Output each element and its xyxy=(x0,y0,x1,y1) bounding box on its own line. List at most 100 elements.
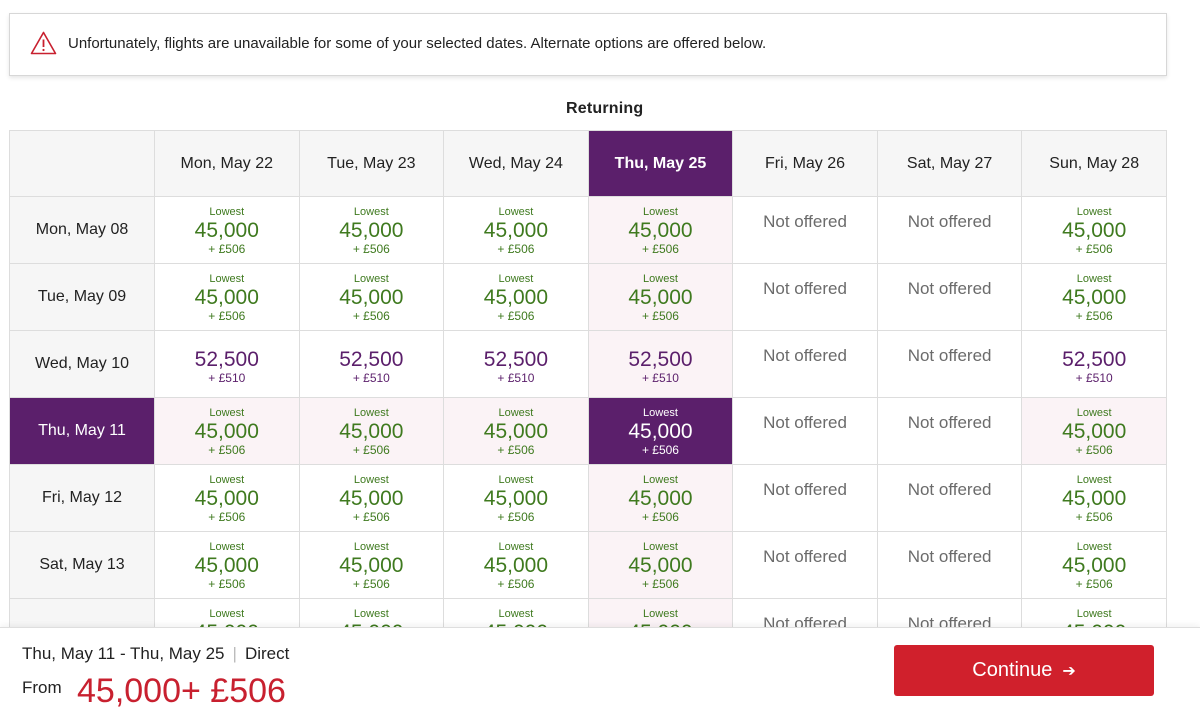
returning-label: Returning xyxy=(566,100,644,117)
not-offered-text: Not offered xyxy=(763,413,847,432)
points-price: 45,000 xyxy=(194,420,259,443)
fare-cell-unavailable: Not offered xyxy=(732,196,878,264)
return-date-header: Sat, May 27 xyxy=(876,130,1023,197)
lowest-tag: Lowest xyxy=(209,206,245,218)
points-price: 45,000 xyxy=(194,286,259,309)
lowest-tag: Lowest xyxy=(643,608,678,620)
fare-row: Fri, May 12 Lowest 45,000 + £506 Lowest 45,00… xyxy=(9,464,1167,532)
lowest-tag: Lowest xyxy=(643,407,678,419)
points-price: 45,000 xyxy=(1062,554,1127,577)
fare-row: Wed, May 10 52,500 + £510 52,500 + £510 52,50… xyxy=(9,330,1167,398)
fare-cell[interactable]: 52,500 + £510 xyxy=(587,330,734,398)
departure-date-label: Tue, May 09 xyxy=(9,263,155,331)
lowest-tag: Lowest xyxy=(1076,608,1112,620)
selected-date-range: Thu, May 11 - Thu, May 25 xyxy=(22,644,225,663)
cash-fee: + £510 xyxy=(497,371,535,385)
not-offered-text: Not offered xyxy=(907,279,992,298)
cash-fee: + £506 xyxy=(497,309,535,323)
lowest-tag: Lowest xyxy=(209,407,245,419)
lowest-tag: Lowest xyxy=(353,474,389,486)
return-date-header: Tue, May 23 xyxy=(298,130,445,197)
points-price: 45,000 xyxy=(628,420,693,443)
lowest-tag: Lowest xyxy=(209,541,245,553)
cash-fee: + £506 xyxy=(497,510,535,524)
points-price: 45,000 xyxy=(1022,621,1166,627)
lowest-tag: Lowest xyxy=(353,541,389,553)
return-date-header: Wed, May 24 xyxy=(443,130,589,197)
points-price: 45,000 xyxy=(155,621,299,627)
lowest-tag: Lowest xyxy=(643,474,678,486)
lowest-tag: Lowest xyxy=(643,273,678,285)
points-price: 45,000 xyxy=(483,286,549,309)
fare-cell[interactable]: 52,500 + £510 xyxy=(154,330,300,398)
cash-fee: + £506 xyxy=(208,443,246,457)
grid-corner xyxy=(9,130,155,197)
fare-cell-unavailable: Not offered xyxy=(732,330,878,398)
route-type: Direct xyxy=(244,644,290,663)
lowest-tag: Lowest xyxy=(209,608,245,620)
fare-cell-unavailable: Not offered xyxy=(876,196,1023,264)
lowest-tag: Lowest xyxy=(498,273,534,285)
fare-cell[interactable]: 52,500 + £510 xyxy=(443,330,589,398)
selected-dates: Thu, May 11 - Thu, May 25 | Direct xyxy=(22,644,289,664)
fare-row: Thu, May 11 Lowest 45,000 + £506 Lowest 45,00… xyxy=(9,397,1167,465)
not-offered-text: Not offered xyxy=(763,346,847,365)
departure-date-label xyxy=(9,598,155,627)
cash-fee: + £506 xyxy=(352,242,390,256)
cash-fee: + £510 xyxy=(352,371,390,385)
cash-fee: + £506 xyxy=(641,242,679,256)
departure-date-label: Thu, May 11 xyxy=(9,397,155,465)
cash-fee: + £510 xyxy=(208,371,246,385)
from-price: 45,000+ £506 xyxy=(77,672,286,710)
lowest-tag: Lowest xyxy=(498,608,534,620)
lowest-tag: Lowest xyxy=(643,206,678,218)
alert-message: Unfortunately, flights are unavailable f… xyxy=(68,35,767,52)
fare-cell-unavailable: Not offered xyxy=(732,464,878,532)
divider: | xyxy=(232,644,237,663)
lowest-tag: Lowest xyxy=(498,474,534,486)
fare-cell[interactable]: 52,500 + £510 xyxy=(1021,330,1167,398)
fare-cell[interactable]: 52,500 + £510 xyxy=(298,330,445,398)
departure-date-label: Fri, May 12 xyxy=(9,464,155,532)
not-offered-text: Not offered xyxy=(907,614,992,627)
fare-cell-unavailable: Not offered xyxy=(732,531,878,599)
points-price: 45,000 xyxy=(483,554,549,577)
not-offered-text: Not offered xyxy=(907,346,992,365)
not-offered-text: Not offered xyxy=(763,279,847,298)
not-offered-text: Not offered xyxy=(907,413,992,432)
fare-row: Mon, May 08 Lowest 45,000 + £506 Lowest 45,00… xyxy=(9,196,1167,264)
not-offered-text: Not offered xyxy=(763,614,847,627)
continue-button[interactable]: Continue ➔ xyxy=(894,645,1154,696)
